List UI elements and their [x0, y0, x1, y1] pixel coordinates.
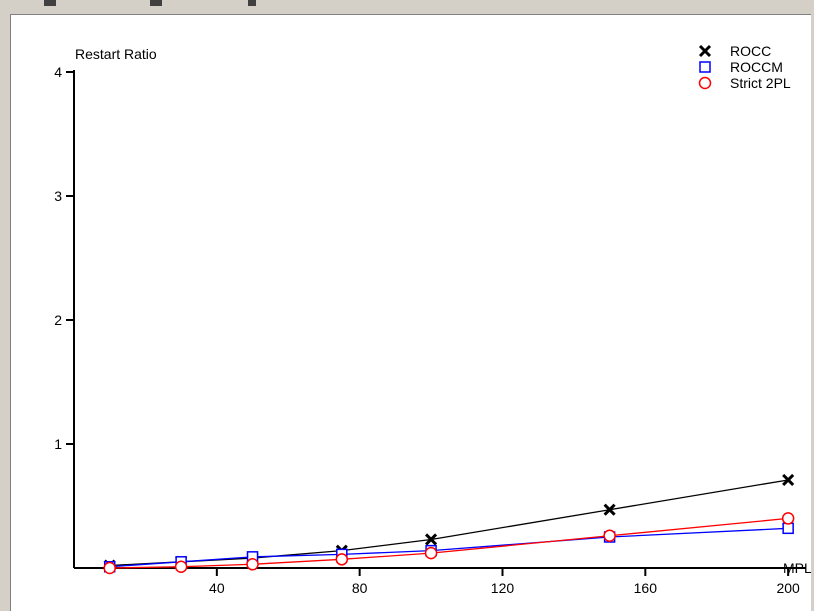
series-strict-2pl	[103, 512, 795, 575]
marker-stroke	[782, 473, 795, 487]
data-point	[424, 546, 438, 560]
legend-label: Strict 2PL	[730, 75, 791, 91]
data-point	[781, 512, 795, 525]
data-point	[603, 529, 616, 543]
series-rocc	[103, 473, 795, 572]
title-bar-fragment	[150, 0, 162, 6]
y-axis-label: Restart Ratio	[75, 46, 157, 62]
plot-area: Restart Ratio MPL 1 2 3 4 40 80 120 160 200 ROCC…	[10, 14, 811, 611]
marker-stroke	[603, 503, 616, 516]
data-point	[335, 553, 349, 566]
legend-marker	[698, 76, 712, 90]
x-tick-label: 200	[776, 580, 800, 596]
x-tick-label: 40	[209, 580, 225, 596]
data-point	[603, 503, 616, 516]
data-point	[103, 561, 116, 575]
series-layer	[103, 473, 795, 575]
data-point	[782, 473, 795, 487]
x-tick-label: 80	[352, 580, 368, 596]
data-point	[782, 522, 794, 535]
legend-label: ROCCM	[730, 59, 783, 75]
y-tick-label: 3	[54, 188, 62, 204]
title-bar-fragment	[44, 0, 56, 6]
series-line	[109, 479, 789, 567]
x-tick-label: 160	[634, 580, 658, 596]
legend-label: ROCC	[730, 43, 771, 59]
y-tick-label: 1	[54, 436, 62, 452]
legend-item: ROCCM	[699, 59, 783, 75]
axes: 1 2 3 4 40 80 120 160 200	[54, 64, 806, 596]
legend-marker	[698, 44, 712, 58]
data-point	[425, 533, 438, 546]
data-point	[246, 558, 259, 571]
legend-item: Strict 2PL	[698, 75, 791, 91]
legend-marker	[699, 61, 711, 73]
legend-item: ROCC	[698, 43, 771, 59]
series-roccm	[103, 522, 794, 573]
x-tick-label: 120	[491, 580, 515, 596]
y-tick-label: 4	[54, 64, 62, 80]
data-point	[174, 560, 188, 574]
y-tick-label: 2	[54, 312, 62, 328]
marker-stroke	[698, 44, 712, 58]
series-line	[109, 527, 789, 568]
marker-stroke	[425, 533, 438, 546]
title-bar-fragment	[248, 0, 256, 6]
